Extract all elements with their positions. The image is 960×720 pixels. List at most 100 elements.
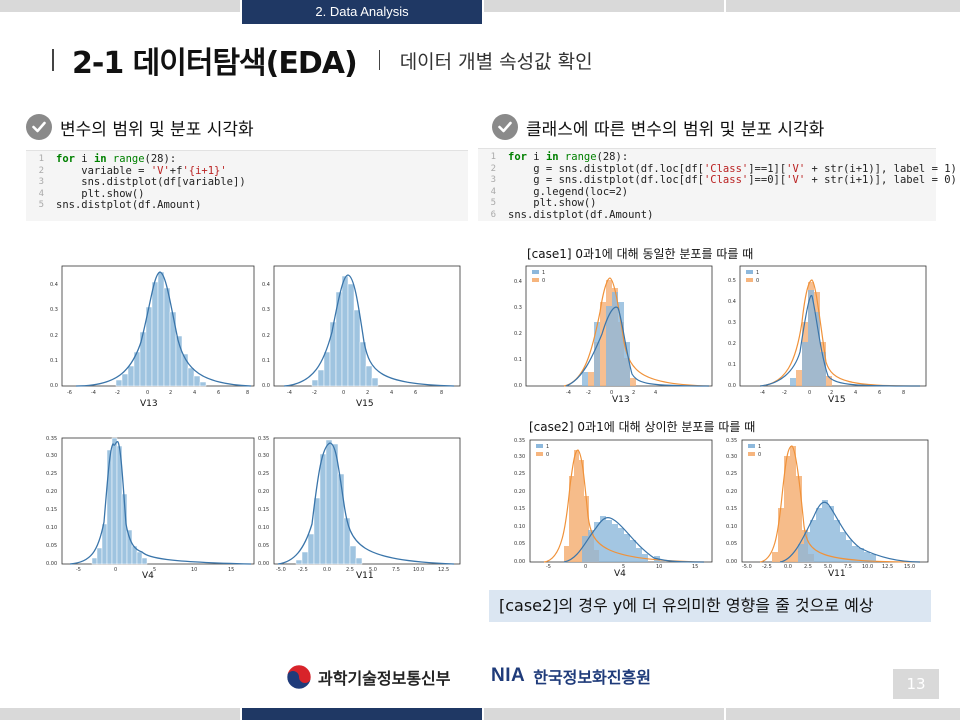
section-tab: 2. Data Analysis bbox=[242, 0, 482, 24]
class-distplot-chart: 1 0 0.000.050.100.150.200.250.300.35 -5 0… bbox=[504, 436, 716, 576]
svg-text:0.00: 0.00 bbox=[514, 559, 525, 565]
svg-text:-5.0: -5.0 bbox=[276, 567, 286, 572]
svg-text:12.5: 12.5 bbox=[438, 567, 449, 572]
svg-text:-4: -4 bbox=[287, 390, 292, 396]
svg-text:0.0: 0.0 bbox=[784, 564, 792, 570]
svg-text:0.00: 0.00 bbox=[46, 561, 57, 567]
svg-text:-2: -2 bbox=[782, 390, 787, 396]
plot-label: V4 bbox=[614, 569, 626, 579]
svg-text:0.1: 0.1 bbox=[50, 358, 58, 364]
plot-label: V15 bbox=[356, 399, 374, 409]
svg-text:0.15: 0.15 bbox=[258, 507, 269, 513]
conclusion-box: [case2]의 경우 y에 더 유의미한 영향을 줄 것으로 예상 bbox=[489, 590, 931, 622]
plot-v4-case2: 1 0 0.00 0.05 0.10 0.15 0.20 0.25 0.30 0.35 -5 0… bbox=[504, 436, 716, 576]
legend-label: 0 bbox=[756, 278, 759, 284]
svg-text:0.10: 0.10 bbox=[726, 524, 737, 530]
svg-text:10: 10 bbox=[656, 564, 662, 570]
svg-text:0.25: 0.25 bbox=[514, 471, 525, 477]
svg-text:0.30: 0.30 bbox=[258, 453, 269, 459]
right-section-heading: 클래스에 따른 변수의 범위 및 분포 시각화 bbox=[492, 113, 824, 141]
title-row: 2-1 데이터탐색(EDA) 데이터 개별 속성값 확인 bbox=[52, 38, 593, 82]
svg-text:0.10: 0.10 bbox=[258, 525, 269, 531]
svg-text:6: 6 bbox=[414, 390, 417, 396]
svg-text:0.15: 0.15 bbox=[726, 506, 737, 512]
svg-text:4: 4 bbox=[390, 390, 393, 396]
svg-text:0.30: 0.30 bbox=[514, 454, 525, 460]
svg-text:2: 2 bbox=[366, 390, 369, 396]
svg-text:0.15: 0.15 bbox=[46, 507, 57, 513]
legend-label: 0 bbox=[542, 278, 545, 284]
svg-text:0.05: 0.05 bbox=[514, 541, 525, 547]
svg-text:0: 0 bbox=[584, 564, 587, 570]
svg-text:-6: -6 bbox=[67, 390, 72, 396]
svg-text:0.3: 0.3 bbox=[262, 307, 270, 313]
distplot-chart: 0.00.10.20.30.4 -6 -4 -2 0 2 4 6 8 bbox=[36, 262, 258, 400]
svg-text:0.35: 0.35 bbox=[726, 438, 737, 444]
svg-text:6: 6 bbox=[217, 390, 220, 396]
svg-text:0.20: 0.20 bbox=[258, 489, 269, 495]
right-code-block: 123456 for i in range(28): g = sns.distp… bbox=[478, 148, 936, 221]
check-icon bbox=[26, 114, 52, 140]
legend-label: 1 bbox=[546, 444, 549, 450]
plot-v15-left: 0.0 0.1 0.2 0.3 0.4 -4 -2 0 2 4 6 8 V15 bbox=[254, 262, 464, 400]
svg-text:0.05: 0.05 bbox=[258, 543, 269, 549]
subtitle-divider bbox=[379, 50, 380, 70]
case1-label: [case1] 0과1에 대해 동일한 분포를 따를 때 bbox=[527, 245, 753, 262]
svg-text:0.20: 0.20 bbox=[514, 489, 525, 495]
svg-text:-4: -4 bbox=[760, 390, 765, 396]
svg-text:0.05: 0.05 bbox=[726, 541, 737, 547]
svg-text:0.0: 0.0 bbox=[50, 383, 58, 389]
svg-text:-2.5: -2.5 bbox=[762, 564, 772, 570]
legend-label: 0 bbox=[546, 452, 549, 458]
plot-v11-left: 0.00 0.05 0.10 0.15 0.20 0.25 0.30 0.35 -5.0 -2.… bbox=[254, 434, 464, 572]
svg-text:0.35: 0.35 bbox=[46, 436, 57, 442]
distplot-chart: 0.00 0.05 0.10 0.15 0.20 0.25 0.30 0.35 -5.0 -2.… bbox=[254, 434, 464, 572]
svg-text:-2: -2 bbox=[312, 390, 317, 396]
svg-text:-2.5: -2.5 bbox=[298, 567, 308, 572]
plot-label: V13 bbox=[612, 395, 630, 405]
legend-label: 1 bbox=[542, 270, 545, 276]
plot-label: V11 bbox=[356, 571, 374, 581]
plot-label: V4 bbox=[142, 571, 154, 581]
svg-text:4: 4 bbox=[854, 390, 857, 396]
plot-v11-case2: 1 0 0.00 0.05 0.10 0.15 0.20 0.25 0.30 0.35 -5.… bbox=[720, 436, 932, 576]
svg-text:0.00: 0.00 bbox=[726, 559, 737, 565]
svg-text:8: 8 bbox=[440, 390, 443, 396]
svg-text:0.2: 0.2 bbox=[728, 341, 736, 347]
svg-text:-5: -5 bbox=[546, 564, 551, 570]
svg-text:0.20: 0.20 bbox=[46, 489, 57, 495]
svg-text:0.35: 0.35 bbox=[258, 436, 269, 442]
nia-logo: NIA 한국정보화진흥원 bbox=[491, 664, 651, 688]
svg-text:-4: -4 bbox=[566, 390, 571, 396]
svg-text:0.2: 0.2 bbox=[262, 333, 270, 339]
svg-text:-2: -2 bbox=[586, 390, 591, 396]
code-lines: for i in range(28): g = sns.distplot(df.… bbox=[508, 152, 957, 222]
legend-label: 1 bbox=[756, 270, 759, 276]
svg-text:10.0: 10.0 bbox=[413, 567, 424, 572]
svg-text:0.20: 0.20 bbox=[726, 489, 737, 495]
svg-text:0.2: 0.2 bbox=[514, 331, 522, 337]
svg-text:-5.0: -5.0 bbox=[742, 564, 752, 570]
svg-text:4: 4 bbox=[654, 390, 657, 396]
svg-text:15: 15 bbox=[228, 567, 234, 572]
svg-text:-4: -4 bbox=[91, 390, 96, 396]
plot-v4-left: 0.00 0.05 0.10 0.15 0.20 0.25 0.30 0.35 -5 0 5 10 1… bbox=[36, 434, 258, 572]
code-line: sns.distplot(df.Amount) bbox=[508, 210, 957, 222]
distplot-chart: 0.0 0.1 0.2 0.3 0.4 -4 -2 0 2 4 6 8 bbox=[254, 262, 464, 400]
svg-text:0.10: 0.10 bbox=[46, 525, 57, 531]
svg-text:2: 2 bbox=[169, 390, 172, 396]
plot-v15-case1: 1 0 0.0 0.1 0.2 0.3 0.4 0.5 -4 -2 0 2 4 6 8 V15 bbox=[720, 262, 930, 402]
case2-label: [case2] 0과1에 대해 상이한 분포를 따를 때 bbox=[529, 418, 755, 435]
legend-label: 1 bbox=[758, 444, 761, 450]
svg-text:0.00: 0.00 bbox=[258, 561, 269, 567]
title-divider bbox=[52, 49, 54, 71]
svg-text:8: 8 bbox=[902, 390, 905, 396]
svg-text:2.5: 2.5 bbox=[346, 567, 354, 572]
left-code-block: 12345 for i in range(28): variable = 'V'… bbox=[26, 150, 468, 221]
svg-text:0.25: 0.25 bbox=[258, 471, 269, 477]
svg-text:0.30: 0.30 bbox=[46, 453, 57, 459]
svg-text:0.25: 0.25 bbox=[726, 471, 737, 477]
svg-text:0.2: 0.2 bbox=[50, 333, 58, 339]
class-distplot-chart: 1 0 0.00.10.20.30.40.5 -4 -2 0 2 4 6 8 bbox=[720, 262, 930, 402]
